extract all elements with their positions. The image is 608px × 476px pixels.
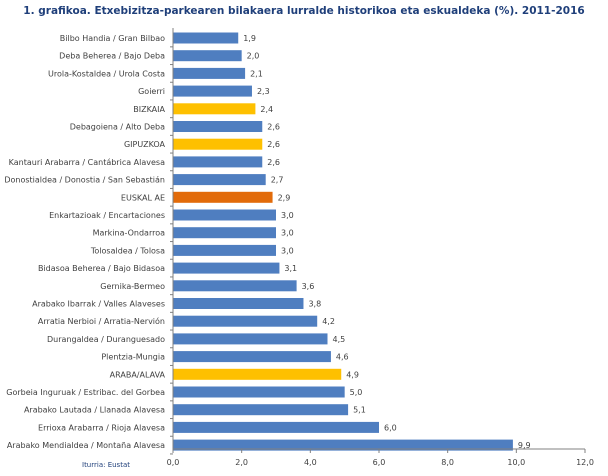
bar [173,439,513,451]
bar [173,32,239,44]
value-label: 4,2 [322,317,335,326]
bar [173,191,273,203]
value-label: 2,9 [278,193,291,202]
category-label: Debagoiena / Alto Deba [70,123,165,132]
value-label: 2,6 [267,158,280,167]
bar [173,351,331,363]
bar [173,262,280,274]
category-label: ARABA/ALAVA [110,370,166,379]
bar [173,315,318,327]
category-label: Markina-Ondarroa [93,229,166,238]
value-label: 6,0 [384,423,397,432]
bar [173,421,379,433]
value-label: 3,8 [308,300,321,309]
bar [173,50,242,62]
bar [173,333,328,345]
x-tick-label: 10,0 [507,458,525,467]
category-label: Errioxa Arabarra / Rioja Alavesa [38,423,165,432]
value-label: 3,0 [281,211,294,220]
category-label: Plentzia-Mungia [101,353,165,362]
x-tick-label: 6,0 [373,458,386,467]
category-label: Tolosaldea / Tolosa [90,246,165,255]
bar [173,138,263,150]
bar [173,67,246,79]
bar [173,280,297,292]
value-label: 3,1 [284,264,297,273]
x-tick-label: 2,0 [235,458,248,467]
value-label: 3,0 [281,229,294,238]
value-label: 2,0 [247,52,260,61]
value-label: 4,5 [333,335,346,344]
category-label: Durangaldea / Duranguesado [47,335,165,344]
bar [173,156,263,168]
value-label: 2,1 [250,69,263,78]
category-label: Arratia Nerbioi / Arratia-Nervión [38,316,165,326]
bar [173,227,276,239]
category-label: BIZKAIA [133,105,165,114]
x-tick-label: 4,0 [304,458,317,467]
value-label: 2,3 [257,87,270,96]
value-label: 5,0 [350,388,363,397]
bar [173,103,256,115]
value-label: 2,4 [260,105,273,114]
category-label: GIPUZKOA [124,140,166,149]
value-label: 1,9 [243,34,256,43]
value-label: 9,9 [518,441,531,450]
category-label: Bilbo Handia / Gran Bilbao [60,34,165,43]
bar [173,121,263,132]
category-label: Gernika-Bermeo [100,282,165,291]
bar [173,209,276,221]
category-label: Arabako Mendialdea / Montaña Alavesa [7,441,165,450]
value-label: 5,1 [353,406,366,415]
category-label: Arabako Ibarrak / Valles Alaveses [32,300,165,309]
category-label: EUSKAL AE [121,193,165,202]
bar [173,404,349,416]
bar [173,298,304,309]
value-label: 4,9 [346,370,359,379]
x-tick-label: 0,0 [167,458,180,467]
bar [173,386,345,398]
category-label: Urola-Kostaldea / Urola Costa [48,69,165,78]
bar [173,85,252,97]
category-label: Kantauri Arabarra / Cantábrica Alavesa [9,158,165,167]
x-tick-label: 12,0 [576,458,594,467]
bar [173,174,266,186]
category-label: Bidasoa Beherea / Bajo Bidasoa [38,264,165,273]
category-label: Donostialdea / Donostia / San Sebastián [4,176,165,185]
value-label: 2,7 [271,176,284,185]
category-label: Gorbeia Inguruak / Estribac. del Gorbea [6,388,165,397]
bar [173,368,342,380]
category-label: Deba Beherea / Bajo Deba [59,52,165,61]
value-label: 3,0 [281,246,294,255]
source-note: Iturria: Eustat [82,461,130,469]
value-label: 3,6 [302,282,315,291]
chart-title: 1. grafikoa. Etxebizitza-parkearen bilak… [23,5,585,17]
value-label: 2,6 [267,140,280,149]
category-label: Goierri [138,87,165,96]
category-label: Arabako Lautada / Llanada Alavesa [24,406,165,415]
category-label: Enkartazioak / Encartaciones [49,211,165,220]
value-label: 2,6 [267,123,280,132]
x-tick-label: 8,0 [441,458,454,467]
value-label: 4,6 [336,353,349,362]
bar [173,244,276,256]
